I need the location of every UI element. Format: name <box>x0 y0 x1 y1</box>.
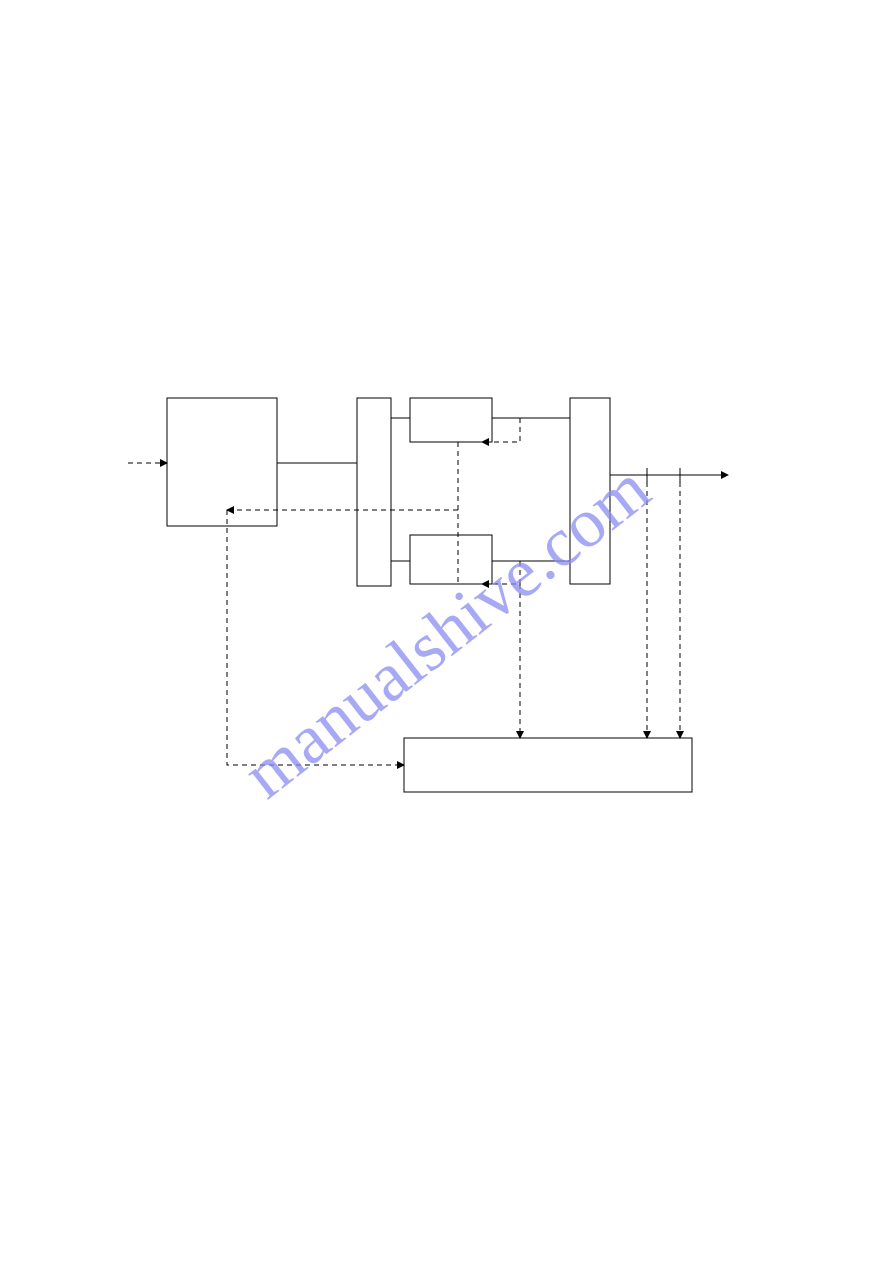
edge <box>227 510 404 765</box>
block-vertical <box>357 398 391 586</box>
block-bot-small <box>410 535 492 584</box>
block-left <box>167 398 277 526</box>
block-controller <box>404 738 692 792</box>
block-top-small <box>410 398 492 442</box>
edge <box>482 561 520 584</box>
block-right <box>570 398 610 584</box>
block-diagram <box>0 0 893 1263</box>
edge <box>482 418 520 442</box>
